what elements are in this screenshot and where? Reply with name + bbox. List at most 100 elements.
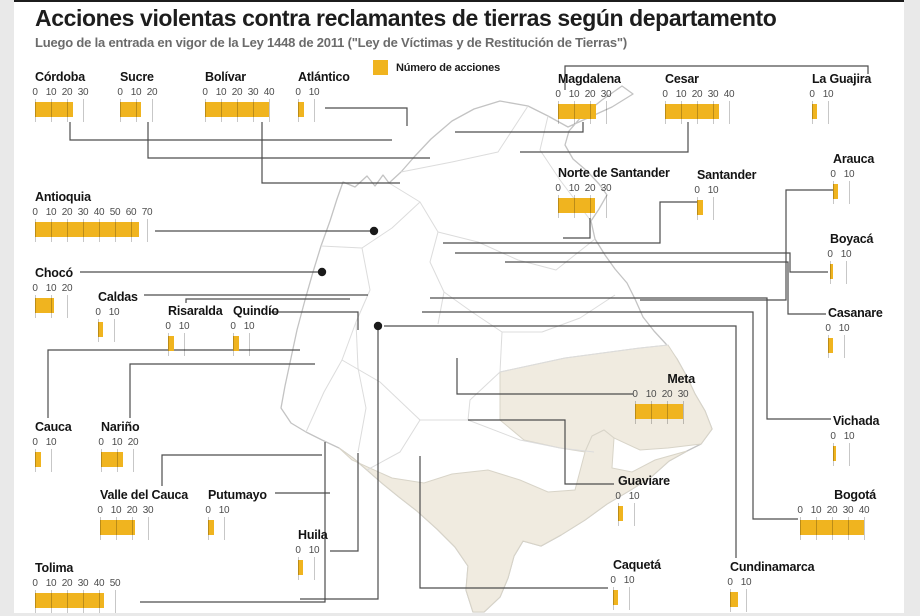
- tick-label: 0: [32, 283, 38, 294]
- tick-label: 10: [838, 323, 850, 334]
- tick-mark: [99, 590, 100, 613]
- tick-label: 50: [109, 207, 121, 218]
- leader-meta: [456, 358, 633, 395]
- chart-cauca: Cauca 0 10: [32, 420, 72, 475]
- tick-mark: [629, 587, 630, 610]
- tick-mark: [269, 99, 270, 122]
- legend-swatch: [373, 60, 388, 75]
- tick-label: 10: [45, 283, 57, 294]
- tick-mark: [205, 99, 206, 122]
- tick-mark: [100, 517, 101, 540]
- chart-atlantico: Atlántico 0 10: [295, 70, 350, 125]
- tick-mark: [51, 99, 52, 122]
- tick-label: 30: [247, 87, 259, 98]
- tick-label: 20: [127, 437, 139, 448]
- tick-label: 0: [97, 505, 103, 516]
- leader-lines: [47, 65, 869, 603]
- tick-mark: [848, 517, 849, 540]
- tick-label: 0: [830, 431, 836, 442]
- value-bar: [635, 404, 683, 419]
- leader-vichada: [430, 297, 831, 420]
- tick-mark: [115, 219, 116, 242]
- chart-magdalena: Magdalena 0 10 20 30: [555, 72, 621, 127]
- tick-label: 10: [843, 169, 855, 180]
- tick-label: 0: [32, 207, 38, 218]
- tick-label: 0: [827, 249, 833, 260]
- tick-mark: [147, 219, 148, 242]
- tick-label: 10: [218, 505, 230, 516]
- chart-la-guajira: La Guajira 0 10: [809, 72, 871, 127]
- tick-label: 0: [555, 183, 561, 194]
- tick-label: 10: [308, 545, 320, 556]
- axis: 0 10 20 30 40 50 60 70: [32, 207, 161, 245]
- axis: 0 10 20 30 40: [797, 505, 878, 543]
- dept-label: Valle del Cauca: [100, 488, 189, 502]
- axis: 0 10 20: [117, 87, 166, 125]
- tick-mark: [253, 99, 254, 122]
- tick-mark: [846, 261, 847, 284]
- chart-arauca: Arauca 0 10: [830, 152, 875, 207]
- tick-mark: [730, 589, 731, 612]
- tick-label: 30: [77, 578, 89, 589]
- value-bar: [98, 322, 103, 337]
- tick-mark: [116, 517, 117, 540]
- tick-label: 20: [584, 89, 596, 100]
- chart-cundinamarca: Cundinamarca 0 10: [727, 560, 815, 615]
- axis: 0 10 20 30: [555, 183, 620, 221]
- tick-mark: [828, 335, 829, 358]
- dept-label: Bogotá: [834, 488, 876, 502]
- chart-caqueta: Caquetá 0 10: [610, 558, 661, 613]
- leader-guaviare: [468, 419, 614, 485]
- dept-label: Chocó: [35, 266, 73, 280]
- tick-label: 20: [126, 505, 138, 516]
- value-bar: [298, 560, 303, 575]
- chart-boyaca: Boyacá 0 10: [827, 232, 873, 287]
- dept-label: Meta: [667, 372, 695, 386]
- tick-mark: [800, 517, 801, 540]
- chart-choco: Chocó 0 10 20: [32, 266, 81, 321]
- tick-mark: [35, 219, 36, 242]
- tick-mark: [729, 101, 730, 124]
- tick-mark: [114, 319, 115, 342]
- leader-bolivar: [261, 122, 400, 184]
- tick-label: 0: [295, 545, 301, 556]
- chart-cesar: Cesar 0 10 20 30 40: [662, 72, 743, 127]
- dept-label: Bolívar: [205, 70, 246, 84]
- tick-label: 0: [165, 321, 171, 332]
- value-bar: [35, 102, 74, 117]
- tick-mark: [314, 557, 315, 580]
- map-department-borders: [305, 105, 669, 471]
- tick-mark: [833, 443, 834, 466]
- city-dots: [317, 226, 383, 331]
- value-bar: [730, 592, 738, 607]
- tick-label: 0: [32, 437, 38, 448]
- tick-label: 10: [740, 577, 752, 588]
- leader-casanare: [505, 261, 826, 315]
- legend-label: Número de acciones: [396, 61, 500, 74]
- value-bar: [800, 520, 864, 535]
- tick-mark: [298, 99, 299, 122]
- leader-caqueta: [419, 456, 608, 589]
- chart-tolima: Tolima 0 10 20 30 40 50: [32, 561, 129, 616]
- tick-mark: [590, 195, 591, 218]
- leader-santander: [443, 201, 698, 244]
- axis: 0 10: [295, 87, 328, 125]
- tick-label: 0: [295, 87, 301, 98]
- tick-mark: [51, 449, 52, 472]
- dept-label: Risaralda: [168, 304, 223, 318]
- axis: 0 10 20 30 40: [662, 89, 743, 127]
- axis: 0 10 20 30: [555, 89, 620, 127]
- dept-label: Córdoba: [35, 70, 85, 84]
- value-bar: [205, 102, 269, 117]
- axis: 0 10 20 30 40 50: [32, 578, 129, 616]
- axis: 0 10 20: [98, 437, 147, 475]
- tick-label: 0: [205, 505, 211, 516]
- tick-label: 30: [600, 89, 612, 100]
- tick-mark: [99, 219, 100, 242]
- chart-meta: Meta 0 10 20 30: [632, 372, 697, 427]
- dept-label: Arauca: [833, 152, 875, 166]
- leader-atlantico: [325, 107, 408, 126]
- tick-mark: [713, 101, 714, 124]
